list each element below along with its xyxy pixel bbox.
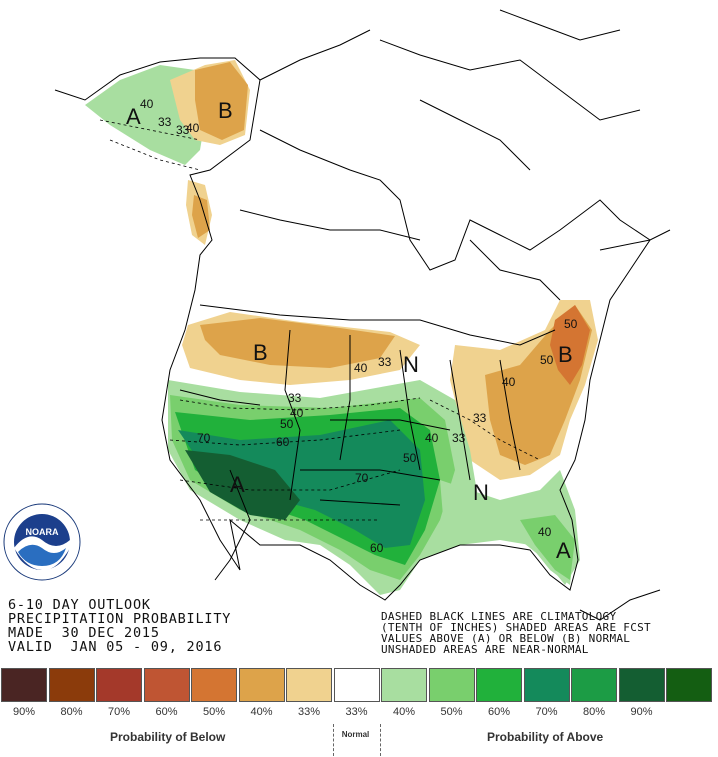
legend-swatch xyxy=(286,668,332,702)
sw-a-label: A xyxy=(230,472,245,497)
probability-legend: 90% 80% 70% 60% 50% 40% 33% 33% 40% 50% 60% 70% 80% 9… xyxy=(0,668,718,757)
legend-percent-label: 40% xyxy=(250,706,273,718)
legend-percent-label: 50% xyxy=(440,706,463,718)
legend-swatch xyxy=(1,668,47,702)
title-line-2: PRECIPITATION PROBABILITY xyxy=(8,611,232,627)
northern-us-below-shading xyxy=(182,312,420,385)
legend-percent-label: 50% xyxy=(202,706,226,718)
contour-50a: 50 xyxy=(280,417,294,431)
contour-60b: 60 xyxy=(370,541,384,555)
contour-33d: 33 xyxy=(473,411,487,425)
contour-50c: 50 xyxy=(540,353,554,367)
contour-40c: 40 xyxy=(425,431,439,445)
legend-swatch xyxy=(48,668,95,702)
title-line-1: 6-10 DAY OUTLOOK xyxy=(8,597,151,613)
contour-33c: 33 xyxy=(452,431,466,445)
legend-swatch xyxy=(571,668,617,702)
alaska-shading xyxy=(85,60,250,245)
legend-divider-right xyxy=(380,724,381,756)
contour-50d: 50 xyxy=(564,317,578,331)
legend-swatch xyxy=(618,668,665,702)
nw-b-label: B xyxy=(253,340,268,365)
legend-swatch xyxy=(191,668,237,702)
legend-percent-label: 33% xyxy=(297,706,321,718)
legend-swatch xyxy=(96,668,142,702)
note-line-4: UNSHADED AREAS ARE NEAR-NORMAL xyxy=(381,643,589,656)
contour-40b: 40 xyxy=(354,361,368,375)
note-line-1: DASHED BLACK LINES ARE CLIMATOLOGY xyxy=(381,610,617,623)
normal-caption: Normal xyxy=(341,730,370,739)
alaska-40-label: 40 xyxy=(140,97,154,111)
contour-40e: 40 xyxy=(538,525,552,539)
valid-dates: VALID JAN 05 - 09, 2016 xyxy=(8,639,223,655)
ne-b-label: B xyxy=(558,342,573,367)
alaska-33b-label: 33 xyxy=(176,123,190,137)
alaska-a-label: A xyxy=(126,104,141,129)
contour-70b: 70 xyxy=(355,471,369,485)
noaa-logo-text: NOARA xyxy=(26,527,59,537)
contour-70a: 70 xyxy=(197,431,211,445)
se-a-label: A xyxy=(556,538,571,563)
n-se-label: N xyxy=(473,480,489,505)
legend-percent-label: 80% xyxy=(60,706,83,718)
note-line-3: VALUES ABOVE (A) OR BELOW (B) NORMAL xyxy=(381,632,631,645)
legend-percent-label: 33% xyxy=(345,706,368,718)
contour-60a: 60 xyxy=(276,435,290,449)
contour-33a: 33 xyxy=(288,391,302,405)
above-caption: Probability of Above xyxy=(487,730,604,744)
contour-40d: 40 xyxy=(502,375,516,389)
legend-swatch xyxy=(238,668,285,702)
alaska-40b-label: 40 xyxy=(186,121,200,135)
legend-swatch xyxy=(666,668,712,702)
legend-swatch xyxy=(476,668,522,702)
legend-percent-label: 70% xyxy=(535,706,558,718)
coastlines xyxy=(54,9,671,621)
southern-above-shading xyxy=(168,380,575,595)
southeast-above-shading xyxy=(440,470,580,585)
legend-percent-label: 80% xyxy=(582,706,606,718)
n-mid-label: N xyxy=(403,352,419,377)
legend-percent-label: 90% xyxy=(12,706,36,718)
legend-percent-label: 60% xyxy=(155,706,178,718)
legend-percent-label: 40% xyxy=(392,706,416,718)
legend-swatch xyxy=(428,668,475,702)
legend-percent-label: 90% xyxy=(630,706,653,718)
climatology-dashed-lines xyxy=(99,119,541,521)
precipitation-outlook-map: A 40 33 33 40 B B B A A N N 33 40 33 40 … xyxy=(3,9,671,621)
contour-40a: 40 xyxy=(290,406,304,420)
legend-swatch xyxy=(381,668,427,702)
alaska-33a-label: 33 xyxy=(158,115,172,129)
legend-percent-label: 60% xyxy=(487,706,511,718)
below-caption: Probability of Below xyxy=(110,730,226,744)
legend-swatch xyxy=(143,668,190,702)
legend-swatch xyxy=(523,668,570,702)
eastern-below-shading xyxy=(450,300,598,480)
legend-divider-left xyxy=(333,724,334,756)
made-date: MADE 30 DEC 2015 xyxy=(8,625,160,641)
legend-percent-label: 70% xyxy=(107,706,131,718)
note-line-2: (TENTH OF INCHES) SHADED AREAS ARE FCST xyxy=(381,621,651,634)
yukon-b-label: B xyxy=(218,98,233,123)
contour-50b: 50 xyxy=(403,451,417,465)
legend-swatch xyxy=(333,668,380,702)
contour-33b: 33 xyxy=(378,355,392,369)
noaa-logo: NOARA xyxy=(3,503,81,581)
